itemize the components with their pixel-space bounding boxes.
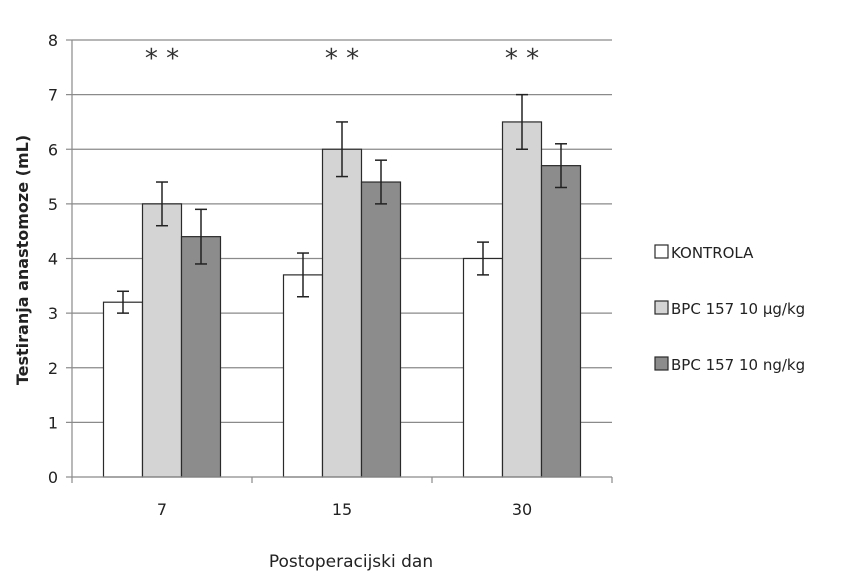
y-axis-label: Testiranja anastomoze (mL): [13, 135, 32, 385]
bar: [141, 203, 183, 478]
legend: KONTROLA BPC 157 10 μg/kg BPC 157 10 ng/kg: [654, 244, 805, 374]
y-tick-label: 2: [48, 359, 58, 378]
y-tick-label: 3: [48, 304, 58, 323]
y-tick-label: 6: [48, 140, 58, 159]
y-tick-label: 0: [48, 468, 58, 487]
x-tick-label: 15: [332, 500, 352, 519]
x-tick-label: 30: [512, 500, 532, 519]
legend-label: BPC 157 10 μg/kg: [671, 300, 805, 318]
bar: [321, 148, 363, 478]
y-tick-label: 7: [48, 86, 58, 105]
y-tick-label: 1: [48, 413, 58, 432]
bar: [102, 301, 144, 478]
legend-label: KONTROLA: [671, 244, 754, 262]
x-axis-label: Postoperacijski dan: [269, 552, 433, 572]
error-bar: [336, 121, 348, 178]
bar: [501, 121, 543, 478]
bars: [102, 121, 582, 478]
legend-swatch: [654, 244, 669, 259]
x-tick-labels: 7 15 30: [157, 500, 532, 519]
bar: [540, 165, 582, 478]
error-bar: [117, 290, 129, 314]
error-bar: [195, 208, 207, 265]
error-bar: [297, 252, 309, 298]
y-tick-label: 4: [48, 250, 58, 269]
bar: [360, 181, 402, 478]
significance-marker: * *: [325, 44, 359, 74]
error-bar: [555, 143, 567, 189]
error-bar: [516, 93, 528, 150]
legend-item: BPC 157 10 μg/kg: [654, 300, 805, 318]
bar: [462, 257, 504, 478]
y-tick-label: 5: [48, 195, 58, 214]
legend-item: BPC 157 10 ng/kg: [654, 356, 805, 374]
bar: [282, 274, 324, 478]
significance-marker: * *: [145, 44, 179, 74]
legend-swatch: [654, 356, 669, 371]
significance-markers: * * * * * *: [145, 44, 539, 74]
legend-label: BPC 157 10 ng/kg: [671, 356, 805, 374]
significance-marker: * *: [505, 44, 539, 74]
y-tick-label: 8: [48, 31, 58, 50]
error-bar: [477, 241, 489, 276]
bar: [180, 236, 222, 478]
error-bars: [117, 93, 567, 314]
x-tick-label: 7: [157, 500, 167, 519]
legend-item: KONTROLA: [654, 244, 754, 262]
y-tick-labels: 0 1 2 3 4 5 6 7 8: [48, 31, 72, 487]
error-bar: [375, 159, 387, 205]
error-bar: [156, 181, 168, 227]
legend-swatch: [654, 300, 669, 315]
